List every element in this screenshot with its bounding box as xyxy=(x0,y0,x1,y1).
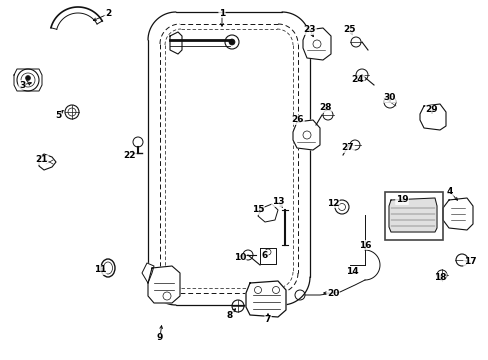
Text: 21: 21 xyxy=(36,156,48,165)
Text: 30: 30 xyxy=(383,94,395,103)
Text: 22: 22 xyxy=(123,150,136,159)
Text: 16: 16 xyxy=(358,240,370,249)
Polygon shape xyxy=(14,69,42,91)
Text: 20: 20 xyxy=(326,288,339,297)
Text: 26: 26 xyxy=(291,116,304,125)
Circle shape xyxy=(254,287,261,293)
Text: 29: 29 xyxy=(425,105,437,114)
Polygon shape xyxy=(419,104,445,130)
Text: 8: 8 xyxy=(226,310,233,320)
Text: 9: 9 xyxy=(157,333,163,342)
Text: 19: 19 xyxy=(395,195,407,204)
Circle shape xyxy=(272,287,279,293)
Text: 23: 23 xyxy=(303,26,316,35)
Text: 12: 12 xyxy=(326,198,339,207)
Polygon shape xyxy=(170,32,182,54)
Text: 5: 5 xyxy=(55,111,61,120)
Polygon shape xyxy=(260,248,275,264)
Text: 10: 10 xyxy=(233,253,245,262)
Polygon shape xyxy=(442,198,472,230)
Circle shape xyxy=(228,39,235,45)
Text: 13: 13 xyxy=(271,198,284,207)
Text: 17: 17 xyxy=(463,257,475,266)
Polygon shape xyxy=(148,266,180,303)
Text: 7: 7 xyxy=(264,315,271,324)
Text: 2: 2 xyxy=(104,9,111,18)
Text: 1: 1 xyxy=(219,9,224,18)
Bar xyxy=(384,192,442,240)
Text: 4: 4 xyxy=(446,188,452,197)
Polygon shape xyxy=(245,281,285,317)
Text: 28: 28 xyxy=(318,104,330,112)
Polygon shape xyxy=(388,198,436,232)
Text: 3: 3 xyxy=(19,81,25,90)
Text: 18: 18 xyxy=(433,274,446,283)
Polygon shape xyxy=(142,263,154,283)
Polygon shape xyxy=(39,154,56,170)
Text: 15: 15 xyxy=(251,206,264,215)
Text: 24: 24 xyxy=(351,76,364,85)
Circle shape xyxy=(25,76,30,81)
Polygon shape xyxy=(292,120,319,150)
Text: 27: 27 xyxy=(341,144,354,153)
Text: 25: 25 xyxy=(343,26,356,35)
Text: 11: 11 xyxy=(94,266,106,274)
Polygon shape xyxy=(258,204,278,222)
Text: 6: 6 xyxy=(262,251,267,260)
Text: 14: 14 xyxy=(345,267,358,276)
Polygon shape xyxy=(303,28,330,60)
